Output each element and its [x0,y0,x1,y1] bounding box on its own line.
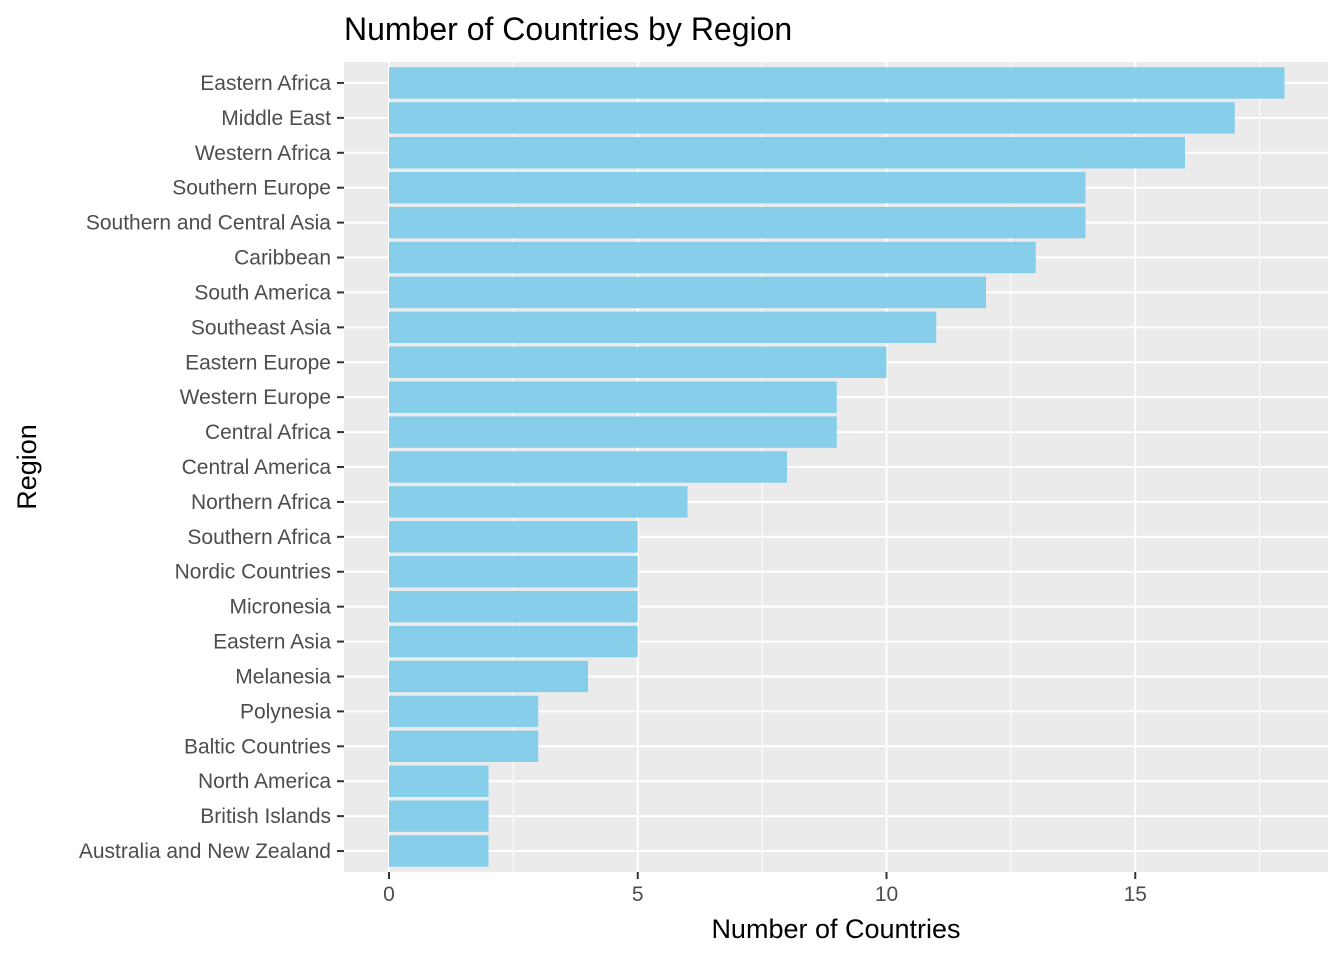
x-tick-label: 15 [1124,883,1147,906]
bar [389,730,539,763]
y-axis-title: Region [12,424,42,510]
y-tick-label: Northern Africa [191,491,331,514]
x-axis-title: Number of Countries [711,914,960,944]
y-tick-label: Melanesia [235,665,331,688]
y-tick-label: Western Europe [180,386,331,409]
y-tick-label: Micronesia [229,596,331,619]
y-tick-label: Southeast Asia [191,316,331,339]
bar [389,311,937,344]
bar [389,590,638,623]
bar [389,660,588,693]
bar [389,67,1285,99]
y-tick-label: Central America [182,456,332,479]
chart-title: Number of Countries by Region [344,11,792,47]
bars [389,67,1285,867]
bar [389,276,986,309]
bar [389,137,1185,169]
bar [389,206,1086,239]
y-tick-label: Caribbean [234,247,331,270]
bar [389,171,1086,204]
y-tick-label: Australia and New Zealand [79,840,331,863]
y-tick-label: Polynesia [240,700,331,723]
y-tick-label: Nordic Countries [175,561,331,584]
x-axis: 0 5 10 15 [383,872,1147,906]
y-axis: Eastern Africa Middle East Western Africa S… [79,72,344,863]
x-tick-label: 5 [632,883,644,906]
y-tick-label: Western Africa [195,142,331,165]
y-tick-label: British Islands [200,805,331,828]
bar [389,416,837,448]
bar [389,521,638,553]
y-tick-label: Southern Europe [172,177,331,200]
y-tick-label: Baltic Countries [184,735,331,758]
bar [389,625,638,658]
bar [389,486,688,518]
x-tick-label: 0 [383,883,395,906]
bar [389,451,787,483]
bar [389,102,1235,134]
bar [389,695,539,728]
bar [389,556,638,588]
y-tick-label: Eastern Asia [213,631,331,654]
y-tick-label: Southern Africa [187,526,331,549]
bar [389,765,489,797]
bar [389,800,489,832]
bar [389,381,837,413]
y-tick-label: Eastern Africa [200,72,331,95]
y-tick-label: Middle East [221,107,331,130]
y-tick-label: North America [198,770,331,793]
bar [389,835,489,867]
y-tick-label: Southern and Central Asia [86,212,331,235]
x-tick-label: 10 [875,883,898,906]
bar [389,241,1036,274]
bar [389,346,887,378]
y-tick-label: South America [194,281,331,304]
y-tick-label: Central Africa [205,421,331,444]
y-tick-label: Eastern Europe [185,351,331,374]
